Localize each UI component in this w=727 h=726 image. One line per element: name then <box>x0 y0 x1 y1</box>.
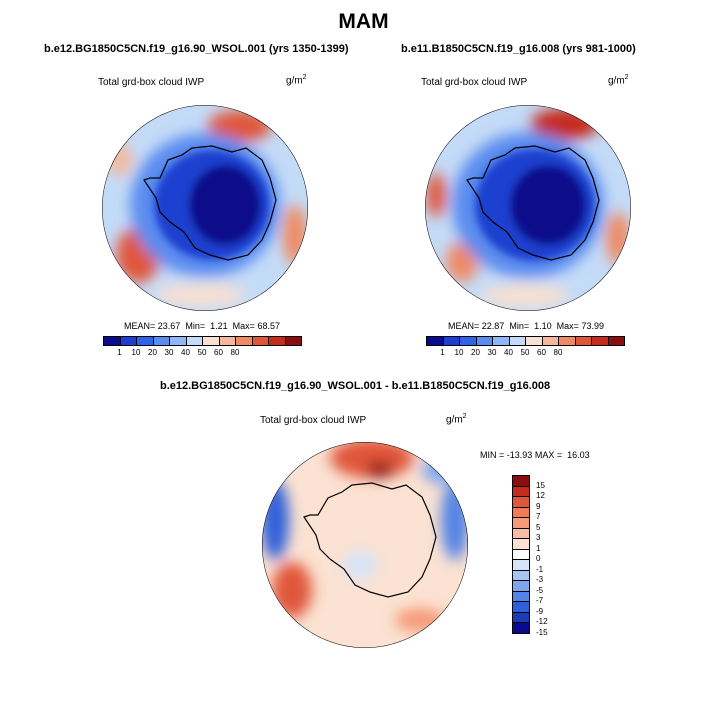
colorbar-tick-label: -5 <box>536 585 544 595</box>
colorbar-tick-label: 20 <box>148 348 157 357</box>
colorbar-tick-label: 30 <box>164 348 174 357</box>
colorbar-tick-label: 50 <box>197 348 207 357</box>
colorbar-tick-label: 10 <box>131 348 141 357</box>
panel2-warm-anomaly-south <box>480 284 570 308</box>
panel1-warm-anomaly-east <box>283 205 307 265</box>
colorbar-swatch <box>492 336 510 346</box>
colorbar-tick-label: 50 <box>520 348 530 357</box>
diff-units: g/m2 <box>446 413 467 426</box>
panel2-warm-anomaly-west <box>426 173 446 217</box>
colorbar-tick-label: -15 <box>536 627 548 637</box>
colorbar-tick-label: -12 <box>536 617 548 626</box>
panel1-map <box>102 105 308 311</box>
panel2-antarctica-coastline <box>466 145 600 261</box>
colorbar-tick-label: 3 <box>536 533 541 542</box>
diff-case-title: b.e12.BG1850C5CN.f19_g16.90_WSOL.001 - b… <box>160 380 551 392</box>
colorbar-tick-label: 15 <box>536 480 545 490</box>
colorbar-swatch <box>136 336 154 346</box>
diff-map <box>262 442 468 648</box>
colorbar-tick-label: 0 <box>536 554 541 563</box>
colorbar-tick-label: 9 <box>536 501 541 511</box>
colorbar-swatch <box>607 336 625 346</box>
panel2-units: g/m2 <box>608 74 629 87</box>
colorbar-tick-label: 30 <box>487 348 497 357</box>
colorbar-tick-label: 7 <box>536 512 541 521</box>
colorbar-swatch <box>284 336 302 346</box>
panel1-variable-label: Total grd-box cloud IWP <box>98 77 205 88</box>
colorbar-swatch <box>442 336 460 346</box>
colorbar-swatch <box>218 336 236 346</box>
colorbar-tick-label: 80 <box>553 348 563 357</box>
colorbar-tick-label: 60 <box>537 348 546 357</box>
diff-warm-core-north <box>366 462 394 478</box>
panel2-stats: MEAN= 22.87 Min= 1.10 Max= 73.99 <box>448 321 604 331</box>
colorbar-tick-label: 1 <box>440 348 445 357</box>
colorbar-tick-label: 40 <box>181 348 190 357</box>
colorbar-swatch <box>512 622 530 634</box>
panel2-case-title: b.e11.B1850C5CN.f19_g16.008 (yrs 981-100… <box>401 43 636 55</box>
colorbar-swatch <box>185 336 203 346</box>
colorbar-swatch <box>574 336 592 346</box>
colorbar-tick-label: -3 <box>536 575 544 584</box>
colorbar-swatch <box>202 336 220 346</box>
colorbar-tick-label: 60 <box>214 348 223 357</box>
colorbar-swatch <box>475 336 493 346</box>
diff-cool-anomaly-ne <box>422 456 458 484</box>
colorbar-swatch <box>508 336 526 346</box>
panel1-stats: MEAN= 23.67 Min= 1.21 Max= 68.57 <box>124 321 280 331</box>
panel1-units: g/m2 <box>286 74 307 87</box>
colorbar-swatch <box>426 336 444 346</box>
colorbar-tick-label: 1 <box>117 348 122 357</box>
colorbar-swatch <box>591 336 609 346</box>
diff-cool-anomaly-center <box>342 551 378 579</box>
colorbar-swatch <box>459 336 477 346</box>
colorbar-swatch <box>235 336 253 346</box>
panel1-case-title: b.e12.BG1850C5CN.f19_g16.90_WSOL.001 (yr… <box>44 43 349 55</box>
colorbar-swatch <box>103 336 121 346</box>
colorbar-tick-label: 1 <box>536 543 541 553</box>
diff-stats: MIN = -13.93 MAX = 16.03 <box>480 450 590 460</box>
colorbar-tick-label: 20 <box>471 348 480 357</box>
colorbar-swatch <box>525 336 543 346</box>
colorbar-swatch <box>169 336 187 346</box>
colorbar-swatch <box>541 336 559 346</box>
colorbar-tick-label: 80 <box>230 348 240 357</box>
panel1-continent-deep <box>189 165 261 245</box>
colorbar-swatch <box>268 336 286 346</box>
colorbar-swatch <box>152 336 170 346</box>
colorbar-tick-label: 40 <box>504 348 513 357</box>
diff-warm-anomaly-west <box>272 562 312 618</box>
panel2-continent-deep <box>510 165 586 245</box>
colorbar-swatch <box>119 336 137 346</box>
colorbar-tick-label: 10 <box>454 348 464 357</box>
diff-antarctica-coastline <box>303 482 437 598</box>
colorbar-tick-label: -9 <box>536 606 544 616</box>
panel2-variable-label: Total grd-box cloud IWP <box>421 77 528 88</box>
colorbar-tick-label: -7 <box>536 596 544 605</box>
diff-warm-anomaly-se <box>395 608 445 632</box>
colorbar-swatch <box>558 336 576 346</box>
colorbar-swatch <box>251 336 269 346</box>
colorbar-tick-label: -1 <box>536 564 544 574</box>
panel1-warm-anomaly-south <box>155 283 245 307</box>
colorbar-tick-label: 12 <box>536 491 545 500</box>
figure-title: MAM <box>338 10 389 33</box>
panel2-map <box>425 105 631 311</box>
panel1-antarctica-coastline <box>143 145 277 261</box>
colorbar-tick-label: 5 <box>536 522 541 532</box>
panel1-warm-anomaly-nw <box>108 144 132 176</box>
diff-variable-label: Total grd-box cloud IWP <box>260 415 367 426</box>
